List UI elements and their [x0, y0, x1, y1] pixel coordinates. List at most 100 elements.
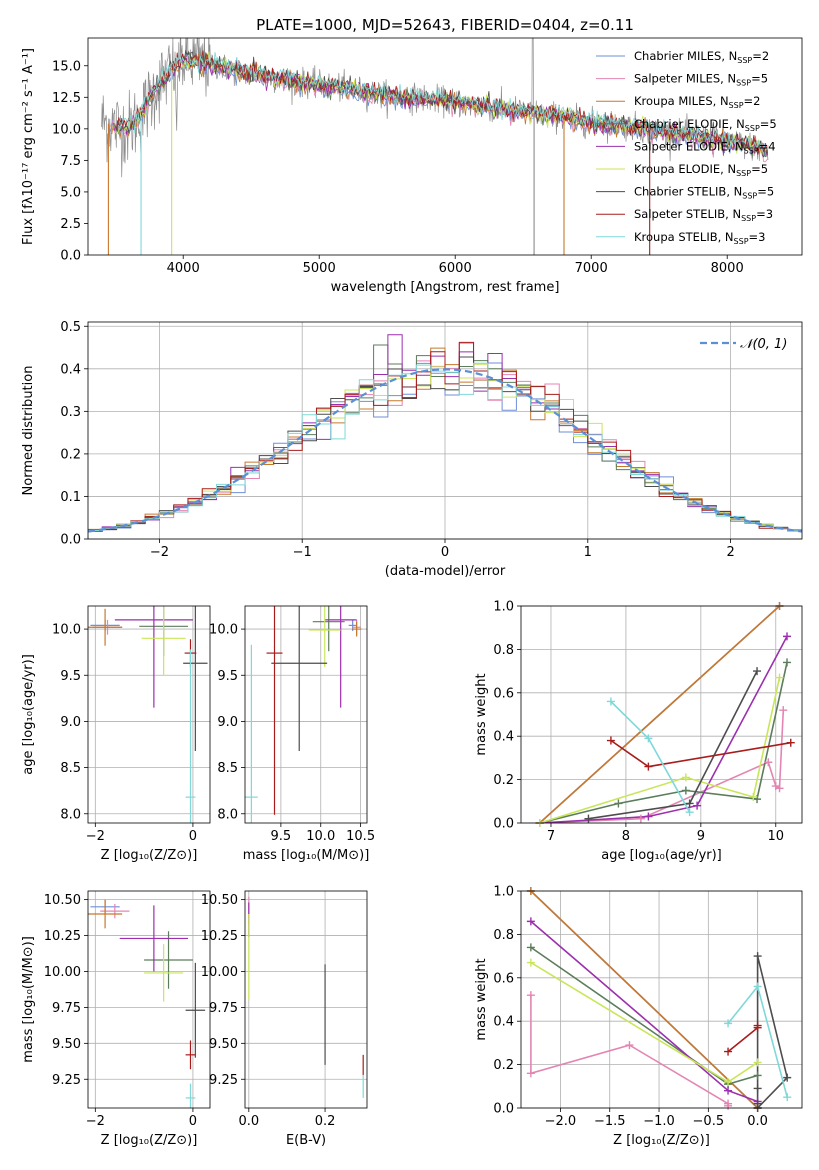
y-tick-label: 10.50 [201, 893, 238, 908]
x-axis-label: Z [log₁₀(Z/Z⊙)] [101, 848, 198, 863]
subplot-residuals: −2 −1 0 1 2 0.0 0.1 0.2 0.3 0.4 0.5 (data-model)/er… [21, 320, 803, 579]
y-tick-label: 8.0 [217, 807, 238, 822]
mass-weight-marker [644, 812, 653, 821]
legend-label: Kroupa ELODIE, NSSP=5 [634, 162, 768, 178]
mass-weight-marker [753, 1058, 762, 1067]
y-tick-label: 0.3 [60, 405, 81, 420]
legend-label-name: Chabrier STELIB, N [634, 185, 742, 199]
y-tick-label: 0.0 [60, 533, 81, 548]
error-point [324, 606, 357, 708]
legend-label-suffix: =2 [752, 49, 769, 63]
x-tick-label: 8 [622, 829, 630, 844]
y-tick-label: 9.50 [52, 1037, 81, 1052]
axes-frame [87, 605, 211, 824]
y-tick-label: 10.0 [52, 623, 81, 638]
x-tick-label: 0 [189, 1114, 197, 1129]
x-tick-label: 7 [547, 829, 555, 844]
plot-area-residuals [88, 334, 802, 539]
y-tick-label: 0.1 [60, 490, 81, 505]
mass-weight-marker [685, 808, 694, 817]
y-tick-label: 0.0 [493, 1102, 514, 1117]
y-tick-label: 9.5 [217, 669, 238, 684]
y-tick-label: 0.2 [493, 773, 514, 788]
mass-weight-marker [526, 917, 535, 926]
mass-weight-marker [775, 784, 784, 793]
x-tick-label: −2 [86, 829, 105, 844]
x-tick-label: 10.5 [346, 829, 375, 844]
y-axis-label: Flux [fλ10⁻¹⁷ erg cm⁻² s⁻¹ A⁻¹] [21, 48, 36, 245]
x-tick-label: −1.0 [643, 1114, 675, 1129]
y-tick-label: 9.75 [52, 1001, 81, 1016]
error-point [308, 606, 341, 667]
legend-label-suffix: =4 [759, 139, 776, 153]
mass-weight-line [610, 700, 691, 813]
legend-label-sub: SSP [737, 56, 752, 65]
y-tick-label: 15.0 [52, 59, 81, 74]
x-tick-label: 0 [441, 545, 449, 560]
y-axis-label: mass [log₁₀(M/M⊙)] [21, 936, 36, 1063]
y-axis-label: age [log₁₀(age/yr)] [21, 654, 36, 775]
y-tick-label: 7.5 [60, 154, 81, 169]
axes-frame [244, 890, 368, 1109]
plot-area-age-vs-mass [245, 606, 362, 823]
y-tick-label: 9.50 [209, 1037, 238, 1052]
mass-weight-marker [636, 814, 645, 823]
mass-weight-marker [693, 801, 702, 810]
y-tick-label: 10.25 [201, 929, 238, 944]
y-tick-label: 0.8 [493, 928, 514, 943]
error-point [185, 1083, 196, 1108]
error-point [312, 606, 345, 652]
legend-label: Salpeter MILES, NSSP=5 [634, 72, 768, 88]
legend-label-name: Kroupa STELIB, N [634, 230, 734, 244]
mass-weight-marker [753, 1021, 762, 1030]
x-tick-label: 8000 [711, 261, 744, 276]
y-tick-label: 9.5 [60, 669, 81, 684]
x-tick-label: 5000 [303, 261, 336, 276]
y-tick-label: 0.4 [493, 1015, 514, 1030]
y-tick-label: 8.5 [60, 761, 81, 776]
x-tick-label: 0.0 [747, 1114, 768, 1129]
plot-area-mass-weight-vs-age [539, 606, 791, 823]
x-tick-label: 4000 [167, 261, 200, 276]
mass-weight-marker [775, 673, 784, 682]
legend-label-name: Salpeter ELODIE, N [634, 139, 744, 153]
mass-weight-marker [606, 697, 615, 706]
y-tick-label: 0.0 [60, 249, 81, 264]
legend-label-suffix: =3 [749, 230, 766, 244]
mass-weight-line [530, 891, 759, 1108]
y-tick-label: 0.6 [493, 686, 514, 701]
legend-label-sub: SSP [734, 237, 749, 246]
axes-frame [87, 37, 803, 256]
mass-weight-marker [724, 1077, 733, 1086]
x-tick-label: 10.0 [306, 829, 335, 844]
model-spectrum-line [118, 52, 768, 153]
x-tick-label: 0.2 [315, 1114, 336, 1129]
x-tick-label: 1 [584, 545, 592, 560]
mass-weight-marker [526, 1069, 535, 1078]
error-point [185, 649, 196, 823]
legend-label-name: Kroupa ELODIE, N [634, 162, 736, 176]
error-point [185, 962, 206, 1058]
legend-label: Salpeter ELODIE, NSSP=4 [634, 139, 776, 155]
mass-weight-marker [644, 734, 653, 743]
subplot-age-vs-Z: −2 0 8.0 8.5 9.0 9.5 10.0 Z [log₁₀(Z/Z⊙)] age [l… [21, 605, 211, 863]
legend-label-suffix: =5 [751, 72, 768, 86]
y-tick-label: 9.25 [209, 1073, 238, 1088]
x-axis-label: mass [log₁₀(M/M⊙)] [243, 848, 370, 863]
error-point [183, 606, 208, 751]
mass-weight-marker [681, 773, 690, 782]
y-axis-label: Normed distribution [21, 366, 36, 496]
legend-label: Kroupa MILES, NSSP=2 [634, 94, 760, 110]
y-tick-label: 9.25 [52, 1073, 81, 1088]
mass-weight-marker [614, 799, 623, 808]
plot-area-mass-vs-EBV [248, 896, 364, 1098]
plot-area-age-vs-Z [88, 606, 208, 823]
mass-weight-marker [681, 786, 690, 795]
mass-weight-line [539, 677, 781, 823]
mass-weight-marker [753, 982, 762, 991]
subplot-mass-weight-vs-Z: −2.0 −1.5 −1.0 −0.5 0.0 0.0 0.2 0.4 0.6 0.8 1.0 Z [… [474, 885, 803, 1148]
y-tick-label: 8.5 [217, 761, 238, 776]
error-point [351, 621, 362, 637]
